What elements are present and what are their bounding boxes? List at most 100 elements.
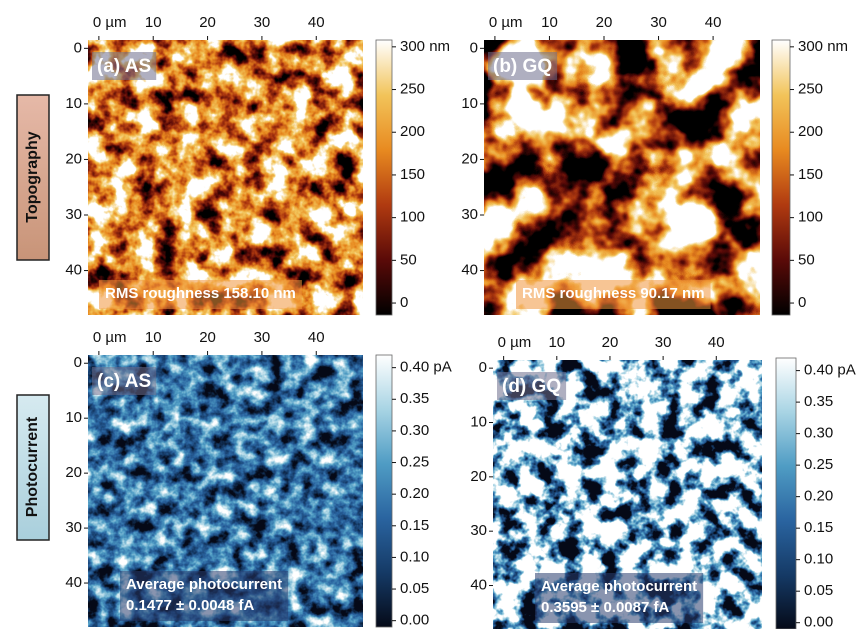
annotation-background [535,573,704,623]
x-tick-label: 0 µm [498,334,532,351]
annotation-text: Average photocurrent [126,576,282,593]
x-tick-label: 20 [199,329,216,346]
colorbar [771,39,791,316]
x-tick-label: 20 [596,14,613,31]
panel-title-text: (c) AS [97,371,151,392]
panel-title-text: (d) GQ [502,376,561,397]
colorbar-tick-label: 0.25 [804,456,833,473]
colorbar-tick-label: 300 nm [400,38,450,55]
annotation-background [120,571,289,621]
colorbar-tick-label: 0.40 pA [400,359,452,376]
colorbar-tick-label: 250 [400,81,425,98]
annotation-text: RMS roughness 90.17 nm [522,285,705,302]
panel-title-text: (b) GQ [493,56,552,77]
title-background [488,52,558,80]
colorbar [375,354,393,628]
colorbar-tick-label: 200 [798,123,823,140]
x-tick-label: 0 µm [489,14,523,31]
annotation-background [516,280,711,309]
panel: 0 µm 10 20 30 40 0 10 20 30 40 0 50 100 150 200 250 300 … [461,14,848,316]
y-tick-label: 10 [65,95,82,112]
y-tick-label: 20 [65,150,82,167]
y-tick-label: 40 [65,574,82,591]
x-tick-label: 30 [254,14,271,31]
x-tick-label: 10 [548,334,565,351]
colorbar-tick-label: 0 [798,294,806,311]
y-tick-label: 30 [461,206,478,223]
annotation: Average photocurrent 0.1477 ± 0.0048 fA [120,571,289,621]
y-tick-label: 10 [65,409,82,426]
y-tick-label: 0 [74,354,82,371]
colorbar-tick-label: 0.20 [400,485,429,502]
colorbar-tick-label: 0.35 [804,393,833,410]
colorbar-tick-label: 200 [400,123,425,140]
colorbar-tick-label: 300 nm [798,38,848,55]
colorbar-tick-label: 150 [798,166,823,183]
colorbar-tick-label: 0.30 [804,425,833,442]
panel: 0 µm 10 20 30 40 0 10 20 30 40 0 50 100 150 200 250 300 … [65,14,450,316]
y-tick-label: 30 [65,206,82,223]
colorbar-tick-label: 0.10 [804,551,833,568]
row-label-box: Topography [16,94,50,261]
y-tick-label: 40 [470,576,487,593]
x-tick-label: 40 [308,329,325,346]
colorbar-tick-label: 0.40 pA [804,362,856,379]
x-tick-label: 40 [308,14,325,31]
annotation-text: 0.1477 ± 0.0048 fA [126,597,254,614]
y-tick-label: 20 [65,464,82,481]
x-tick-label: 10 [145,14,162,31]
y-tick-label: 40 [65,262,82,279]
x-tick-label: 0 µm [93,14,127,31]
colorbar [375,39,393,316]
map-image [484,40,760,315]
colorbar-tick-label: 100 [400,209,425,226]
y-tick-label: 0 [74,39,82,56]
panel-title: (a) AS [92,52,157,80]
y-tick-label: 20 [461,150,478,167]
colorbar-tick-label: 0.05 [400,580,429,597]
map-image [88,40,363,315]
x-tick-label: 30 [650,14,667,31]
x-tick-label: 40 [708,334,725,351]
title-background [497,372,567,400]
colorbar [775,357,797,629]
y-tick-label: 30 [65,519,82,536]
colorbar-tick-label: 0.00 [804,614,833,629]
annotation-text: 0.3595 ± 0.0087 fA [541,599,669,616]
colorbar-tick-label: 0.10 [400,548,429,565]
title-background [92,367,157,395]
x-tick-label: 20 [602,334,619,351]
colorbar-tick-label: 150 [400,166,425,183]
annotation: RMS roughness 90.17 nm [516,280,711,309]
colorbar-tick-label: 0.35 [400,390,429,407]
x-tick-label: 20 [199,14,216,31]
panel-title-text: (a) AS [97,56,151,77]
colorbar-tick-label: 250 [798,81,823,98]
y-tick-label: 0 [479,359,487,376]
colorbar-tick-label: 0.15 [804,519,833,536]
panel: 0 µm 10 20 30 40 0 10 20 30 40 0.00 0.05 0.10 0.15 0.2… [470,334,856,629]
row-label-box: Photocurrent [16,394,50,541]
x-tick-label: 0 µm [93,329,127,346]
panel-title: (c) AS [92,367,157,395]
y-tick-label: 20 [470,468,487,485]
panel-title: (d) GQ [497,372,567,400]
x-tick-label: 10 [145,329,162,346]
colorbar-tick-label: 0.15 [400,517,429,534]
annotation-text: Average photocurrent [541,578,697,595]
colorbar-tick-label: 0.20 [804,488,833,505]
colorbar-tick-label: 50 [798,251,815,268]
row-label: Photocurrent [24,416,41,517]
colorbar-tick-label: 50 [400,251,417,268]
y-tick-label: 10 [461,95,478,112]
annotation: Average photocurrent 0.3595 ± 0.0087 fA [535,573,704,623]
y-tick-label: 0 [470,39,478,56]
row-label: Topography [24,131,41,222]
x-tick-label: 10 [541,14,558,31]
y-tick-label: 30 [470,522,487,539]
colorbar-tick-label: 0.30 [400,422,429,439]
title-background [92,52,157,80]
annotation-text: RMS roughness 158.10 nm [105,285,296,302]
panel: 0 µm 10 20 30 40 0 10 20 30 40 0.00 0.05 0.10 0.15 0.2… [65,329,451,629]
colorbar-tick-label: 0.00 [400,612,429,629]
